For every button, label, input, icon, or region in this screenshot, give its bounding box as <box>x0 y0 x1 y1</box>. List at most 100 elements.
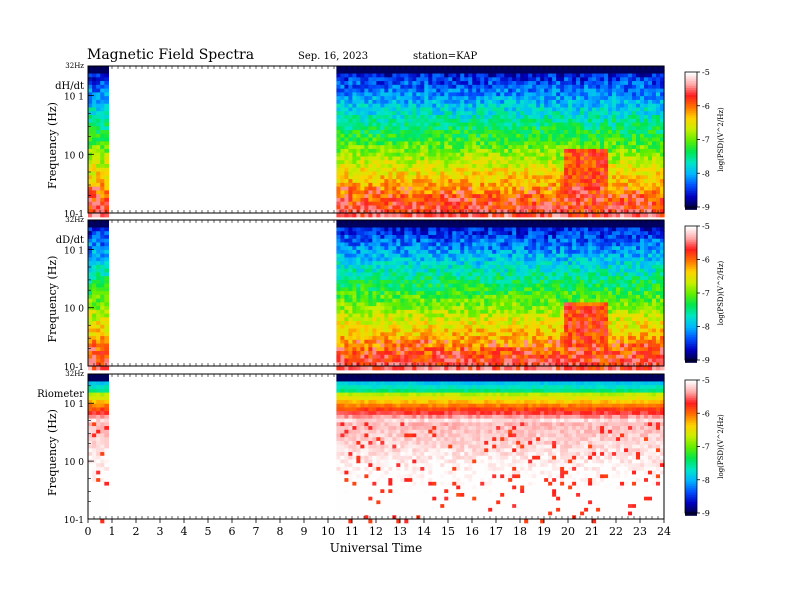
spectrogram-cell <box>644 187 649 191</box>
spectrogram-cell <box>396 287 401 291</box>
spectrogram-cell <box>412 302 417 306</box>
spectrogram-cell <box>392 153 397 157</box>
spectrogram-cell <box>512 168 517 172</box>
spectrogram-cell <box>396 85 401 89</box>
spectrogram-cell <box>592 92 597 96</box>
spectrogram-cell <box>504 81 509 85</box>
spectrogram-cell <box>576 205 581 209</box>
spectrogram-cell <box>432 242 437 246</box>
spectrogram-cell <box>96 265 101 269</box>
spectrogram-cell <box>428 172 433 176</box>
spectrogram-cell <box>488 175 493 179</box>
spectrogram-cell <box>368 239 373 243</box>
spectrogram-cell <box>432 231 437 235</box>
spectrogram-cell <box>452 74 457 78</box>
spectrogram-cell <box>536 77 541 81</box>
spectrogram-cell <box>436 160 441 164</box>
spectrogram-cell <box>92 134 97 138</box>
spectrogram-cell <box>576 198 581 202</box>
spectrogram-cell <box>376 239 381 243</box>
spectrogram-cell <box>604 130 609 134</box>
spectrogram-cell <box>652 194 657 198</box>
spectrogram-cell <box>612 107 617 111</box>
spectrogram-cell <box>620 70 625 74</box>
spectrogram-cell <box>96 74 101 78</box>
spectrogram-cell <box>496 187 501 191</box>
spectrogram-cell <box>468 190 473 194</box>
spectrogram-cell <box>540 145 545 149</box>
spectrogram-cell <box>544 92 549 96</box>
spectrogram-cell <box>336 104 341 108</box>
spectrogram-cell <box>372 190 377 194</box>
spectrogram-cell <box>408 336 413 340</box>
spectrogram-cell <box>344 134 349 138</box>
spectrogram-cell <box>92 130 97 134</box>
spectrogram-cell <box>576 213 581 217</box>
spectrogram-cell <box>400 220 405 224</box>
spectrogram-cell <box>88 280 93 284</box>
spectrogram-cell <box>592 164 597 168</box>
spectrogram-cell <box>336 366 341 370</box>
spectrogram-cell <box>580 175 585 179</box>
spectrogram-cell <box>428 351 433 355</box>
spectrogram-cell <box>400 306 405 310</box>
spectrogram-cell <box>352 66 357 70</box>
spectrogram-cell <box>420 70 425 74</box>
spectrogram-cell <box>360 332 365 336</box>
spectrogram-cell <box>600 74 605 78</box>
spectrogram-cell <box>432 149 437 153</box>
spectrogram-cell <box>564 183 569 187</box>
spectrogram-cell <box>468 141 473 145</box>
spectrogram-cell <box>356 187 361 191</box>
spectrogram-cell <box>548 85 553 89</box>
spectrogram-cell <box>596 187 601 191</box>
spectrogram-cell <box>504 100 509 104</box>
spectrogram-cell <box>420 156 425 160</box>
spectrogram-cell <box>484 190 489 194</box>
spectrogram-cell <box>448 149 453 153</box>
spectrogram-cell <box>488 205 493 209</box>
spectrogram-cell <box>540 104 545 108</box>
spectrogram-cell <box>360 366 365 370</box>
spectrogram-cell <box>388 235 393 239</box>
spectrogram-cell <box>536 202 541 206</box>
spectrogram-cell <box>372 340 377 344</box>
spectrogram-cell <box>580 92 585 96</box>
spectrogram-cell <box>376 156 381 160</box>
spectrogram-cell <box>528 81 533 85</box>
spectrogram-cell <box>616 198 621 202</box>
spectrogram-cell <box>100 332 105 336</box>
spectrogram-cell <box>360 213 365 217</box>
spectrogram-cell <box>408 295 413 299</box>
spectrogram-cell <box>436 295 441 299</box>
spectrogram-cell <box>608 119 613 123</box>
spectrogram-cell <box>360 77 365 81</box>
spectrogram-cell <box>376 74 381 78</box>
spectrogram-cell <box>540 134 545 138</box>
spectrogram-cell <box>656 130 661 134</box>
spectrogram-cell <box>500 96 505 100</box>
spectrogram-cell <box>412 332 417 336</box>
spectrogram-cell <box>648 179 653 183</box>
spectrogram-cell <box>352 314 357 318</box>
spectrogram-cell <box>552 145 557 149</box>
spectrogram-cell <box>544 119 549 123</box>
spectrogram-cell <box>376 179 381 183</box>
spectrogram-cell <box>592 153 597 157</box>
spectrogram-cell <box>548 194 553 198</box>
spectrogram-cell <box>420 145 425 149</box>
spectrogram-cell <box>352 246 357 250</box>
spectrogram-cell <box>352 168 357 172</box>
spectrogram-cell <box>400 107 405 111</box>
spectrogram-cell <box>92 96 97 100</box>
spectrogram-cell <box>400 302 405 306</box>
spectrogram-cell <box>528 172 533 176</box>
spectrogram-cell <box>380 107 385 111</box>
spectrogram-cell <box>628 183 633 187</box>
spectrogram-cell <box>356 227 361 231</box>
spectrogram-cell <box>384 205 389 209</box>
spectrogram-cell <box>540 164 545 168</box>
spectrogram-cell <box>352 355 357 359</box>
spectrogram-cell <box>348 81 353 85</box>
